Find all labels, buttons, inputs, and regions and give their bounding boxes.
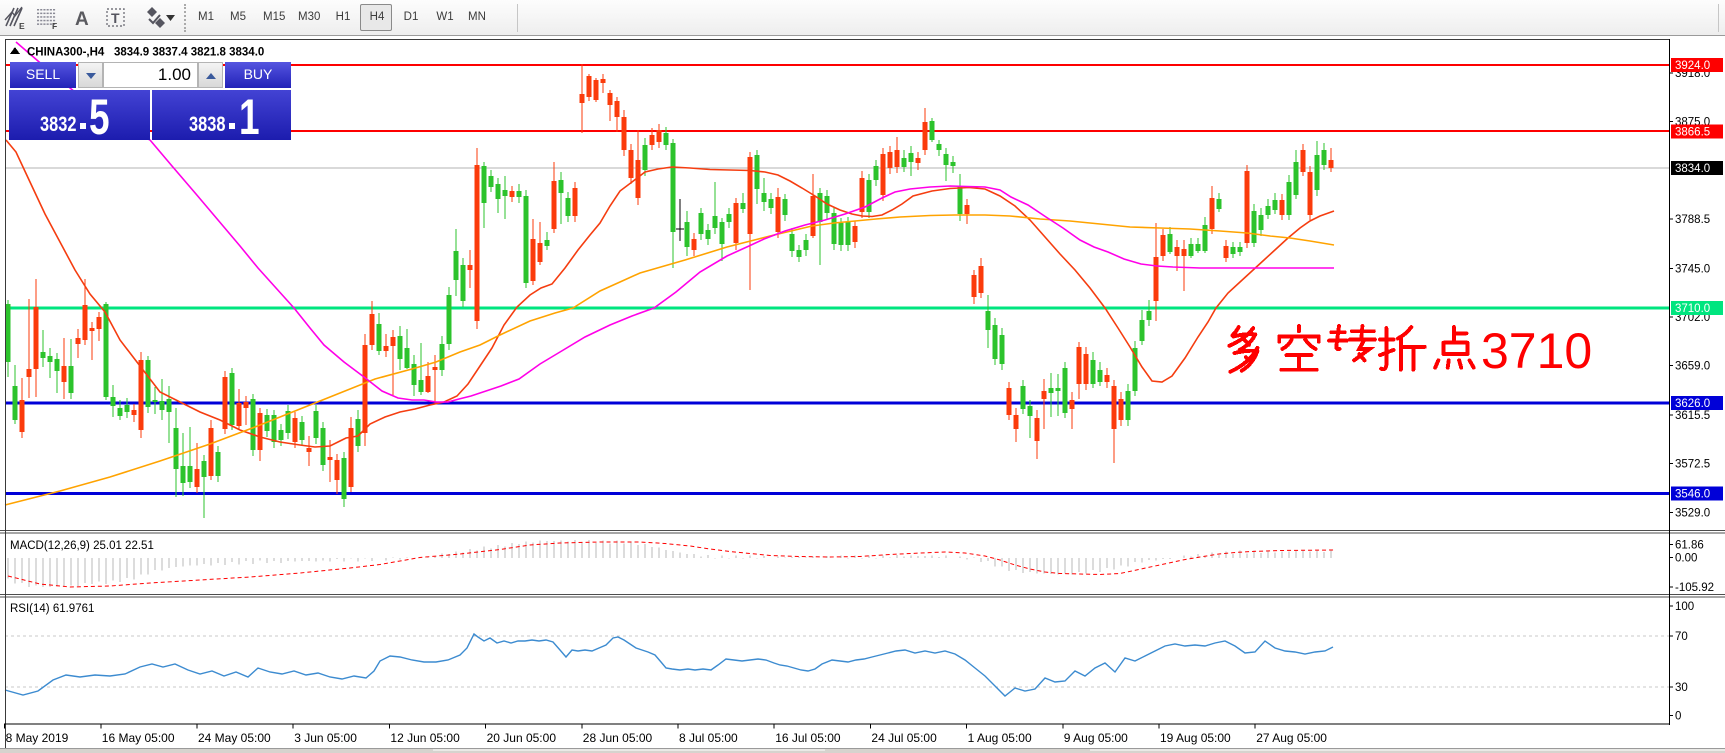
svg-text:3834.0: 3834.0 (1675, 163, 1710, 175)
svg-text:3 Jun 05:00: 3 Jun 05:00 (294, 731, 357, 745)
svg-text:E: E (19, 21, 25, 31)
svg-text:3710.0: 3710.0 (1675, 303, 1710, 315)
svg-text:24 Jul 05:00: 24 Jul 05:00 (871, 731, 937, 745)
svg-text:8 Jul 05:00: 8 Jul 05:00 (679, 731, 738, 745)
svg-text:27 Aug 05:00: 27 Aug 05:00 (1256, 731, 1327, 745)
svg-text:T: T (111, 10, 120, 26)
svg-text:MACD(12,26,9) 25.01 22.51: MACD(12,26,9) 25.01 22.51 (10, 540, 154, 552)
svg-text:3546.0: 3546.0 (1675, 489, 1710, 501)
svg-text:0: 0 (1675, 711, 1681, 723)
svg-text:3710: 3710 (1481, 323, 1592, 379)
svg-text:20 Jun 05:00: 20 Jun 05:00 (487, 731, 557, 745)
svg-text:16 Jul 05:00: 16 Jul 05:00 (775, 731, 841, 745)
svg-text:30: 30 (1675, 682, 1688, 694)
svg-text:9 Aug 05:00: 9 Aug 05:00 (1064, 731, 1128, 745)
svg-text:100: 100 (1675, 601, 1694, 613)
svg-text:CHINA300-,H4: CHINA300-,H4 (27, 47, 105, 59)
svg-text:3866.5: 3866.5 (1675, 127, 1710, 139)
svg-text:3659.0: 3659.0 (1675, 361, 1710, 373)
svg-text:19 Aug 05:00: 19 Aug 05:00 (1160, 731, 1231, 745)
svg-text:3924.0: 3924.0 (1675, 60, 1710, 72)
svg-text:3745.0: 3745.0 (1675, 263, 1710, 275)
svg-text:8 May 2019: 8 May 2019 (6, 731, 69, 745)
svg-text:3615.5: 3615.5 (1675, 410, 1710, 422)
svg-text:3834.9 3837.4 3821.8 3834.0: 3834.9 3837.4 3821.8 3834.0 (114, 47, 264, 59)
svg-text:3626.0: 3626.0 (1675, 398, 1710, 410)
svg-text:61.86: 61.86 (1675, 540, 1704, 552)
svg-text:70: 70 (1675, 631, 1688, 643)
svg-text:A: A (75, 9, 89, 30)
svg-text:3875.0: 3875.0 (1675, 116, 1710, 128)
svg-text:28 Jun 05:00: 28 Jun 05:00 (583, 731, 653, 745)
svg-text:12 Jun 05:00: 12 Jun 05:00 (390, 731, 460, 745)
svg-text:F: F (52, 21, 57, 31)
svg-text:-105.92: -105.92 (1675, 582, 1714, 594)
svg-text:RSI(14) 61.9761: RSI(14) 61.9761 (10, 603, 94, 615)
svg-text:16 May 05:00: 16 May 05:00 (102, 731, 175, 745)
svg-text:3529.0: 3529.0 (1675, 508, 1710, 520)
svg-text:3788.5: 3788.5 (1675, 214, 1710, 226)
svg-text:3572.5: 3572.5 (1675, 459, 1710, 471)
svg-text:1 Aug 05:00: 1 Aug 05:00 (968, 731, 1032, 745)
svg-text:24 May 05:00: 24 May 05:00 (198, 731, 271, 745)
svg-text:0.00: 0.00 (1675, 553, 1697, 565)
